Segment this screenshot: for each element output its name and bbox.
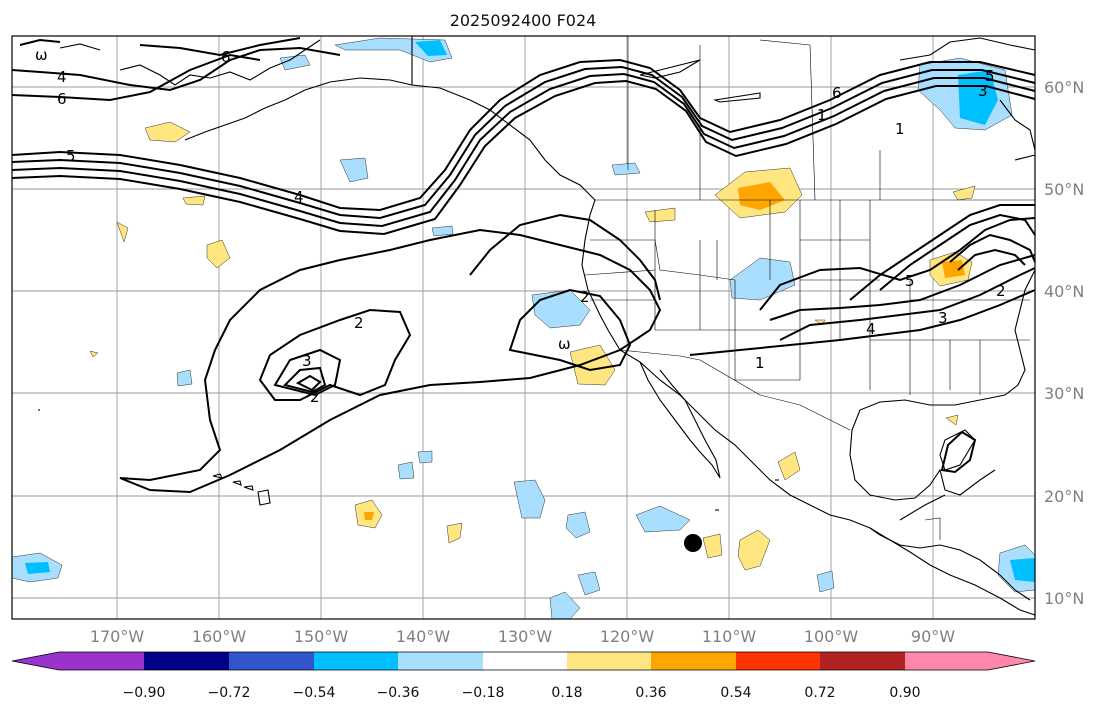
lat-label: 50°N	[1044, 180, 1084, 199]
contour-label: ω	[558, 335, 571, 353]
anomaly-shading	[11, 37, 1036, 620]
colorbar-tick: −0.36	[377, 685, 420, 701]
lon-label: 90°W	[911, 627, 955, 646]
colorbar-segment	[398, 652, 483, 670]
colorbar-extend-high	[905, 652, 1035, 670]
lon-label: 160°W	[192, 627, 247, 646]
lat-label: 60°N	[1044, 78, 1084, 97]
contour-label: 3	[302, 352, 312, 370]
contour-label: 4	[57, 68, 67, 86]
colorbar-tick: −0.18	[462, 685, 505, 701]
colorbar-tick: 0.36	[635, 685, 666, 701]
colorbar-segment	[820, 652, 905, 670]
contour-label: 4	[866, 320, 876, 338]
lon-label: 120°W	[600, 627, 655, 646]
contour-label: 6	[832, 84, 842, 102]
colorbar-segment	[567, 652, 651, 670]
contour-label: 2	[310, 388, 320, 406]
colorbar-tick: 0.18	[551, 685, 582, 701]
latitude-labels: 60°N 50°N 40°N 30°N 20°N 10°N	[1044, 78, 1084, 608]
contour-labels: ω 4 6 6 5 4 2 3 2 2 ω 1 4 5 3 6 1 2 5 3 …	[35, 46, 1006, 406]
contour-label: 5	[905, 272, 915, 290]
colorbar: −0.90 −0.72 −0.54 −0.36 −0.18 0.18 0.36 …	[11, 651, 1036, 701]
storm-center-marker	[684, 534, 702, 552]
contour-label: 6	[221, 48, 231, 66]
lat-label: 30°N	[1044, 384, 1084, 403]
colorbar-tick: −0.90	[123, 685, 166, 701]
lat-label: 20°N	[1044, 487, 1084, 506]
contour-lines	[11, 37, 1036, 494]
contour-label: 6	[57, 90, 67, 108]
colorbar-segment	[651, 652, 736, 670]
contour-label: 2	[996, 282, 1006, 300]
contour-label: 3	[938, 309, 948, 327]
lon-label: 170°W	[90, 627, 145, 646]
lon-label: 140°W	[396, 627, 451, 646]
map-frame	[11, 35, 1036, 620]
colorbar-segment	[483, 652, 567, 670]
colorbar-segment	[736, 652, 820, 670]
lon-label: 100°W	[804, 627, 859, 646]
colorbar-tick: −0.54	[293, 685, 336, 701]
contour-label: 3	[978, 82, 988, 100]
lon-label: 150°W	[294, 627, 349, 646]
colorbar-segment	[144, 652, 229, 670]
contour-label: 2	[354, 314, 364, 332]
lon-label: 130°W	[498, 627, 553, 646]
lat-label: 40°N	[1044, 282, 1084, 301]
contour-label: 2	[580, 288, 590, 306]
colorbar-tick: 0.90	[889, 685, 920, 701]
colorbar-tick: 0.72	[804, 685, 835, 701]
colorbar-extend-low	[12, 652, 59, 670]
colorbar-segment	[314, 652, 398, 670]
colorbar-segment	[229, 652, 314, 670]
contour-label: 5	[985, 67, 995, 85]
contour-label: ω	[35, 46, 48, 64]
plot-title: 2025092400 F024	[450, 11, 597, 30]
lon-label: 110°W	[702, 627, 757, 646]
colorbar-segment	[59, 652, 144, 670]
contour-label: 5	[66, 147, 76, 165]
contour-label: 1	[895, 120, 905, 138]
coastlines	[38, 36, 1036, 616]
longitude-labels: 170°W 160°W 150°W 140°W 130°W 120°W 110°…	[90, 627, 955, 646]
contour-label: 1	[817, 106, 827, 124]
colorbar-tick: −0.72	[208, 685, 251, 701]
contour-label: 4	[294, 188, 304, 206]
contour-label: 1	[755, 354, 765, 372]
colorbar-tick: 0.54	[720, 685, 751, 701]
lat-label: 10°N	[1044, 589, 1084, 608]
